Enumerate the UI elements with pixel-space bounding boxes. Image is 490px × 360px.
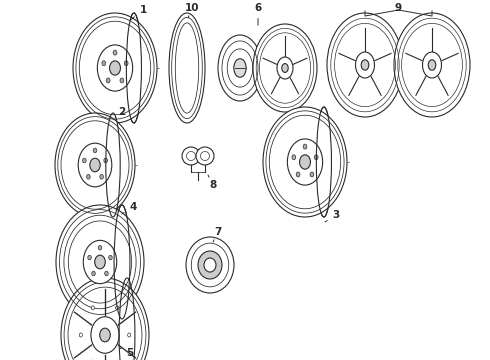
Ellipse shape xyxy=(296,172,300,177)
Ellipse shape xyxy=(292,155,295,160)
Text: 3: 3 xyxy=(325,210,340,222)
Ellipse shape xyxy=(78,143,112,187)
Ellipse shape xyxy=(93,148,97,153)
Ellipse shape xyxy=(124,61,128,66)
Ellipse shape xyxy=(102,61,106,66)
Ellipse shape xyxy=(55,113,135,217)
Ellipse shape xyxy=(73,13,157,123)
Ellipse shape xyxy=(356,52,374,78)
Text: 5: 5 xyxy=(120,348,134,358)
Ellipse shape xyxy=(91,306,95,310)
Text: 9: 9 xyxy=(395,3,402,13)
Ellipse shape xyxy=(287,139,322,185)
Ellipse shape xyxy=(87,175,90,179)
Ellipse shape xyxy=(100,328,110,342)
Ellipse shape xyxy=(204,258,216,272)
Ellipse shape xyxy=(182,147,200,165)
Text: 10: 10 xyxy=(185,3,199,18)
Ellipse shape xyxy=(110,61,121,75)
Ellipse shape xyxy=(90,158,100,172)
Ellipse shape xyxy=(186,237,234,293)
Ellipse shape xyxy=(128,333,131,337)
Ellipse shape xyxy=(95,255,105,269)
Ellipse shape xyxy=(92,271,95,276)
Text: 2: 2 xyxy=(115,107,125,118)
Ellipse shape xyxy=(120,78,124,83)
Ellipse shape xyxy=(116,306,119,310)
Ellipse shape xyxy=(126,13,142,123)
Ellipse shape xyxy=(105,271,108,276)
Ellipse shape xyxy=(422,52,441,78)
Ellipse shape xyxy=(314,155,318,160)
Ellipse shape xyxy=(61,278,149,360)
Ellipse shape xyxy=(361,60,369,70)
Ellipse shape xyxy=(114,205,130,319)
Ellipse shape xyxy=(104,158,107,163)
Ellipse shape xyxy=(196,147,214,165)
Ellipse shape xyxy=(428,60,436,70)
Text: 8: 8 xyxy=(208,175,217,190)
Ellipse shape xyxy=(119,278,135,360)
Ellipse shape xyxy=(299,155,311,169)
Ellipse shape xyxy=(82,158,86,163)
Ellipse shape xyxy=(88,255,91,260)
Ellipse shape xyxy=(100,175,103,179)
Text: 1: 1 xyxy=(130,5,147,20)
Ellipse shape xyxy=(79,333,82,337)
Text: 6: 6 xyxy=(254,3,262,25)
Ellipse shape xyxy=(253,24,317,112)
Text: 4: 4 xyxy=(122,202,137,214)
Ellipse shape xyxy=(83,240,117,284)
Ellipse shape xyxy=(198,251,222,279)
Ellipse shape xyxy=(394,13,470,117)
Ellipse shape xyxy=(91,317,119,353)
Ellipse shape xyxy=(310,172,314,177)
Ellipse shape xyxy=(56,205,144,319)
Ellipse shape xyxy=(218,35,262,101)
Ellipse shape xyxy=(317,107,331,217)
Ellipse shape xyxy=(98,45,133,91)
Ellipse shape xyxy=(282,64,288,72)
Ellipse shape xyxy=(263,107,347,217)
Ellipse shape xyxy=(169,13,205,123)
Ellipse shape xyxy=(113,50,117,55)
Ellipse shape xyxy=(327,13,403,117)
Ellipse shape xyxy=(106,113,120,217)
Text: 7: 7 xyxy=(213,227,221,242)
Ellipse shape xyxy=(234,59,246,77)
Ellipse shape xyxy=(277,57,293,79)
Ellipse shape xyxy=(98,246,102,250)
Ellipse shape xyxy=(106,78,110,83)
Ellipse shape xyxy=(109,255,112,260)
Ellipse shape xyxy=(303,144,307,149)
